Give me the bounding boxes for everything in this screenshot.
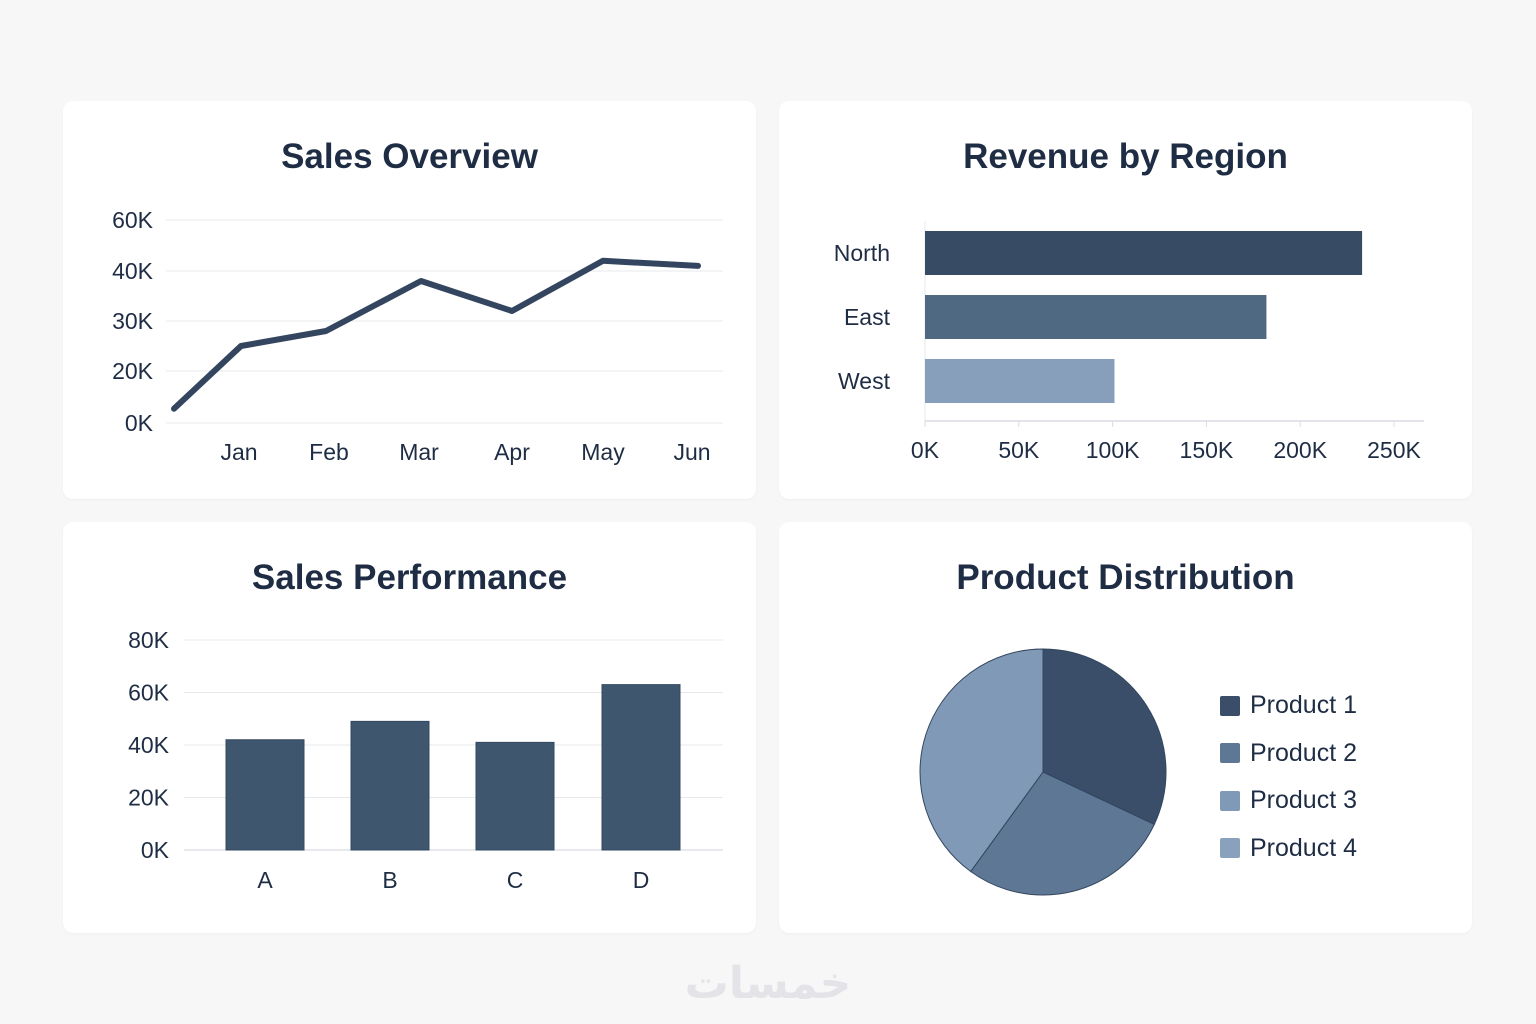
sales-performance-title: Sales Performance — [251, 558, 568, 597]
pie-slice-product-3 — [919, 648, 1044, 873]
region-bar-east — [925, 295, 1267, 339]
sales-performance-chart: 0K 20K 40K 60K 80K A B C D — [128, 627, 723, 893]
legend-label: Product 3 — [1250, 786, 1358, 815]
product-legend: Product 1 Product 2 Product 3 Product 4 — [1220, 682, 1357, 872]
x-tick-label: 200K — [1273, 437, 1327, 463]
product-distribution-chart — [919, 648, 1167, 896]
sales-series-line — [171, 257, 701, 412]
legend-swatch-product-4 — [1220, 838, 1240, 859]
y-tick-label: 40K — [112, 258, 154, 284]
bar-b — [350, 720, 430, 851]
sales-overview-chart: 0K 20K 30K 40K 60K Jan Feb Mar Apr May Jun — [112, 207, 723, 465]
product-distribution-title: Product Distribution — [956, 558, 1295, 597]
y-tick-label: 60K — [112, 207, 154, 233]
sales-overview-card: Sales Overview 0K 20K 30K 40K 60K Jan Feb Mar Ap… — [63, 101, 756, 499]
region-bar-north — [925, 231, 1363, 275]
data-point — [240, 345, 242, 347]
x-tick-label: Apr — [494, 439, 530, 465]
data-point — [173, 407, 175, 410]
x-tick-label: Jun — [673, 439, 710, 465]
bar-d — [601, 684, 681, 851]
y-tick-label: 30K — [112, 308, 154, 334]
region-bar-west — [925, 359, 1115, 403]
revenue-by-region-title: Revenue by Region — [963, 137, 1288, 176]
data-point — [602, 259, 604, 262]
y-tick-label: 60K — [128, 680, 170, 706]
x-tick-label: May — [581, 439, 625, 465]
bar-c — [475, 741, 555, 851]
x-tick-label: 50K — [998, 437, 1040, 463]
legend-item: Product 1 — [1220, 682, 1357, 730]
legend-item: Product 2 — [1220, 730, 1357, 778]
x-tick-label: 0K — [911, 437, 940, 463]
region-label: North — [834, 240, 890, 266]
data-point — [511, 310, 513, 312]
sales-overview-title: Sales Overview — [281, 137, 538, 176]
x-tick-label: D — [633, 867, 650, 893]
legend-item: Product 4 — [1220, 825, 1357, 873]
x-tick-label: Jan — [220, 439, 257, 465]
x-tick-label: 150K — [1180, 437, 1234, 463]
region-label: West — [838, 368, 891, 394]
x-tick-label: A — [257, 867, 273, 893]
legend-swatch-product-3 — [1220, 790, 1240, 811]
product-distribution-card: Product Distribution Product 1 Product 2… — [779, 522, 1472, 933]
x-tick-label: 100K — [1086, 437, 1140, 463]
y-tick-label: 20K — [128, 785, 170, 811]
region-label: East — [844, 304, 891, 330]
x-tick-label: B — [382, 867, 397, 893]
x-tick-label: 250K — [1367, 437, 1421, 463]
legend-swatch-product-2 — [1220, 743, 1240, 764]
legend-label: Product 2 — [1250, 738, 1358, 767]
y-tick-label: 0K — [141, 837, 170, 863]
legend-label: Product 1 — [1250, 691, 1358, 720]
sales-performance-card: Sales Performance 0K 20K 40K 60K 80K A B C D — [63, 522, 756, 933]
pie-slice-product-2 — [970, 771, 1155, 896]
data-point — [420, 280, 422, 282]
watermark-logo: خمسات — [684, 958, 852, 1009]
x-tick-label: C — [507, 867, 524, 893]
y-tick-label: 40K — [128, 732, 170, 758]
legend-swatch-product-1 — [1220, 695, 1240, 716]
y-tick-label: 0K — [125, 410, 154, 436]
revenue-by-region-card: Revenue by Region 0K 50K 100K 150K 200K 250K N… — [779, 101, 1472, 499]
pie-slice-product-1 — [1042, 648, 1167, 826]
legend-item: Product 3 — [1220, 777, 1357, 825]
bar-a — [225, 739, 305, 851]
y-tick-label: 20K — [112, 358, 154, 384]
y-tick-label: 80K — [128, 627, 170, 653]
x-tick-label: Feb — [309, 439, 349, 465]
data-point — [697, 264, 699, 267]
legend-label: Product 4 — [1250, 833, 1358, 862]
revenue-by-region-chart: 0K 50K 100K 150K 200K 250K North East West — [834, 221, 1424, 463]
x-tick-label: Mar — [399, 439, 439, 465]
data-point — [325, 330, 327, 332]
